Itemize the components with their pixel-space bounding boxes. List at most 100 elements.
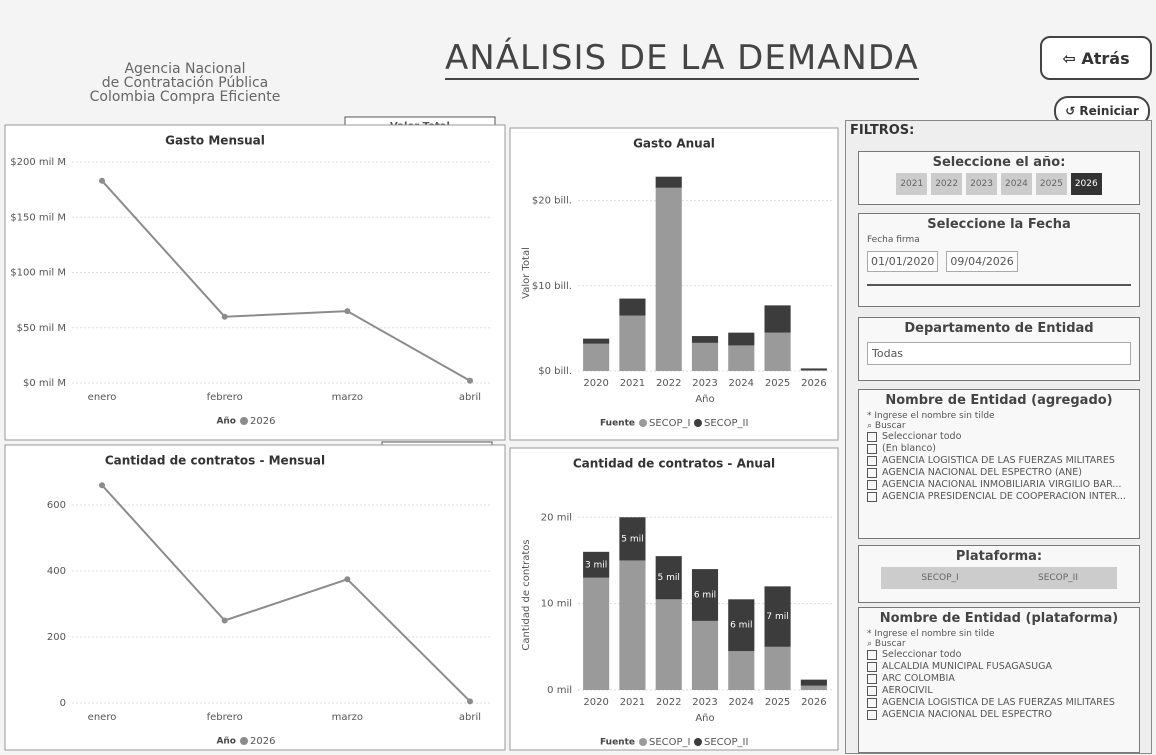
bar-segment — [764, 646, 791, 690]
bar-segment — [691, 620, 719, 690]
data-label: 3 mil — [585, 560, 607, 570]
date-to[interactable]: 09/04/2026 — [946, 251, 1018, 272]
checkbox-item[interactable]: ALCALDIA MUNICIPAL FUSAGASUGA — [859, 661, 1139, 673]
bar-segment — [800, 679, 827, 686]
x-axis-label: Año — [695, 394, 714, 405]
hint: * Ingrese el nombre sin tilde — [867, 629, 995, 639]
bar-segment — [655, 187, 682, 371]
x-tick-label: abril — [459, 392, 481, 403]
chart-title: Cantidad de contratos - Anual — [573, 457, 775, 471]
charts: Valor Total$ 315.113.838.510Contratos To… — [4, 116, 839, 751]
filter-panel: FILTROS: Seleccione el año: 2021 2022 2023… — [845, 120, 1152, 754]
y-tick-label: $50 mil M — [17, 323, 66, 334]
bar-segment — [800, 685, 827, 690]
legend-label: SECOP_I — [649, 737, 691, 748]
year-options: 2021 2022 2023 2024 2025 2026 — [859, 173, 1139, 195]
checkbox-item[interactable]: AGENCIA LOGISTICA DE LAS FUERZAS MILITAR… — [859, 455, 1139, 467]
bar-segment — [655, 599, 682, 690]
checkbox-item[interactable]: AEROCIVIL — [859, 685, 1139, 697]
legend-swatch — [694, 419, 702, 427]
y-tick-label: $0 bill. — [538, 366, 572, 377]
line-point — [344, 576, 351, 583]
department-filter: Departamento de Entidad Todas — [858, 317, 1140, 381]
bar-segment — [728, 599, 755, 652]
x-tick-label: 2021 — [620, 378, 645, 389]
line — [101, 180, 471, 382]
x-tick-label: 2020 — [583, 697, 608, 708]
bar-segment — [619, 315, 646, 371]
bar-segment — [583, 343, 610, 371]
bar-segment — [691, 342, 719, 371]
date-filter: Seleccione la Fecha Fecha firma 01/01/20… — [858, 213, 1140, 307]
year-option[interactable]: 2022 — [931, 173, 963, 195]
legend-label: 2026 — [250, 416, 275, 427]
y-tick-label: $10 bill. — [532, 281, 572, 292]
logo-line: Agencia Nacional — [124, 61, 246, 77]
logo-line: Colombia Compra Eficiente — [89, 89, 281, 105]
date-from[interactable]: 01/01/2020 — [867, 251, 939, 272]
chart-title: Gasto Anual — [633, 137, 715, 151]
bar-segment — [764, 332, 791, 371]
checkbox-item[interactable]: AGENCIA NACIONAL DEL ESPECTRO (ANE) — [859, 467, 1139, 479]
checkbox-item[interactable]: (En blanco) — [859, 443, 1139, 455]
chart-title: Gasto Mensual — [165, 134, 265, 148]
bar-segment — [655, 556, 682, 600]
data-label: 6 mil — [730, 621, 752, 631]
year-filter: Seleccione el año: 2021 2022 2023 2024 2025 2… — [858, 151, 1140, 205]
bar-segment — [619, 560, 646, 690]
checkbox-item[interactable]: Seleccionar todo — [859, 431, 1139, 443]
field-label: Fecha firma — [867, 235, 920, 245]
y-tick-label: 0 — [60, 698, 66, 709]
dropdown[interactable]: Todas — [867, 342, 1131, 365]
checkbox-item[interactable]: Seleccionar todo — [859, 649, 1139, 661]
y-tick-label: 20 mil — [541, 512, 572, 523]
line-point — [221, 617, 228, 624]
button-label: Reiniciar — [1079, 104, 1139, 118]
y-tick-label: 10 mil — [541, 599, 572, 610]
data-label: 5 mil — [621, 534, 643, 544]
date-slider[interactable] — [867, 284, 1131, 286]
platform-option[interactable]: SECOP_I — [881, 567, 999, 589]
x-tick-label: 2022 — [656, 378, 681, 389]
chart-panel — [4, 444, 506, 751]
legend-label: SECOP_II — [704, 418, 748, 429]
x-tick-label: 2021 — [620, 697, 645, 708]
x-tick-label: febrero — [207, 712, 243, 723]
x-tick-label: marzo — [332, 392, 363, 403]
bar-segment — [691, 569, 719, 621]
x-tick-label: marzo — [332, 712, 363, 723]
year-option[interactable]: 2021 — [896, 173, 928, 195]
year-option[interactable]: 2025 — [1035, 173, 1067, 195]
bar-segment — [800, 368, 827, 371]
checkbox-item[interactable]: ARC COLOMBIA — [859, 673, 1139, 685]
chart-panel — [4, 124, 506, 441]
year-option[interactable]: 2026 — [1070, 173, 1102, 195]
section-title: Nombre de Entidad (plataforma) — [879, 611, 1119, 626]
y-tick-label: $0 mil M — [23, 378, 66, 389]
bar-segment — [583, 577, 610, 690]
checkbox-item[interactable]: AGENCIA PRESIDENCIAL DE COOPERACION INTE… — [859, 491, 1139, 503]
year-option[interactable]: 2023 — [966, 173, 997, 195]
checkbox-item[interactable]: AGENCIA NACIONAL DEL ESPECTRO — [859, 709, 1139, 721]
legend-label: 2026 — [250, 736, 275, 747]
button-label: Atrás — [1081, 48, 1130, 68]
bar-segment — [728, 651, 755, 690]
legend-title: Año — [216, 737, 236, 747]
legend-swatch — [639, 419, 647, 427]
platform-option[interactable]: SECOP_II — [999, 567, 1117, 589]
bar-segment — [655, 176, 682, 188]
year-option[interactable]: 2024 — [1001, 173, 1032, 195]
logo: Agencia Nacional de Contratación Pública… — [60, 62, 310, 104]
x-axis-label: Año — [695, 713, 714, 724]
checkbox-item[interactable]: AGENCIA LOGISTICA DE LAS FUERZAS MILITAR… — [859, 697, 1139, 709]
x-tick-label: 2025 — [765, 378, 790, 389]
search-box[interactable]: ⌕ Buscar — [867, 421, 906, 431]
search-box[interactable]: ⌕ Buscar — [867, 639, 906, 649]
x-tick-label: febrero — [207, 392, 243, 403]
section-title: Seleccione la Fecha — [927, 217, 1071, 232]
chart-title: Cantidad de contratos - Mensual — [105, 454, 325, 468]
bar-segment — [583, 551, 610, 578]
back-button[interactable]: ⇦ Atrás — [1040, 36, 1152, 80]
checkbox-item[interactable]: AGENCIA NACIONAL INMOBILIARIA VIRGILIO B… — [859, 479, 1139, 491]
